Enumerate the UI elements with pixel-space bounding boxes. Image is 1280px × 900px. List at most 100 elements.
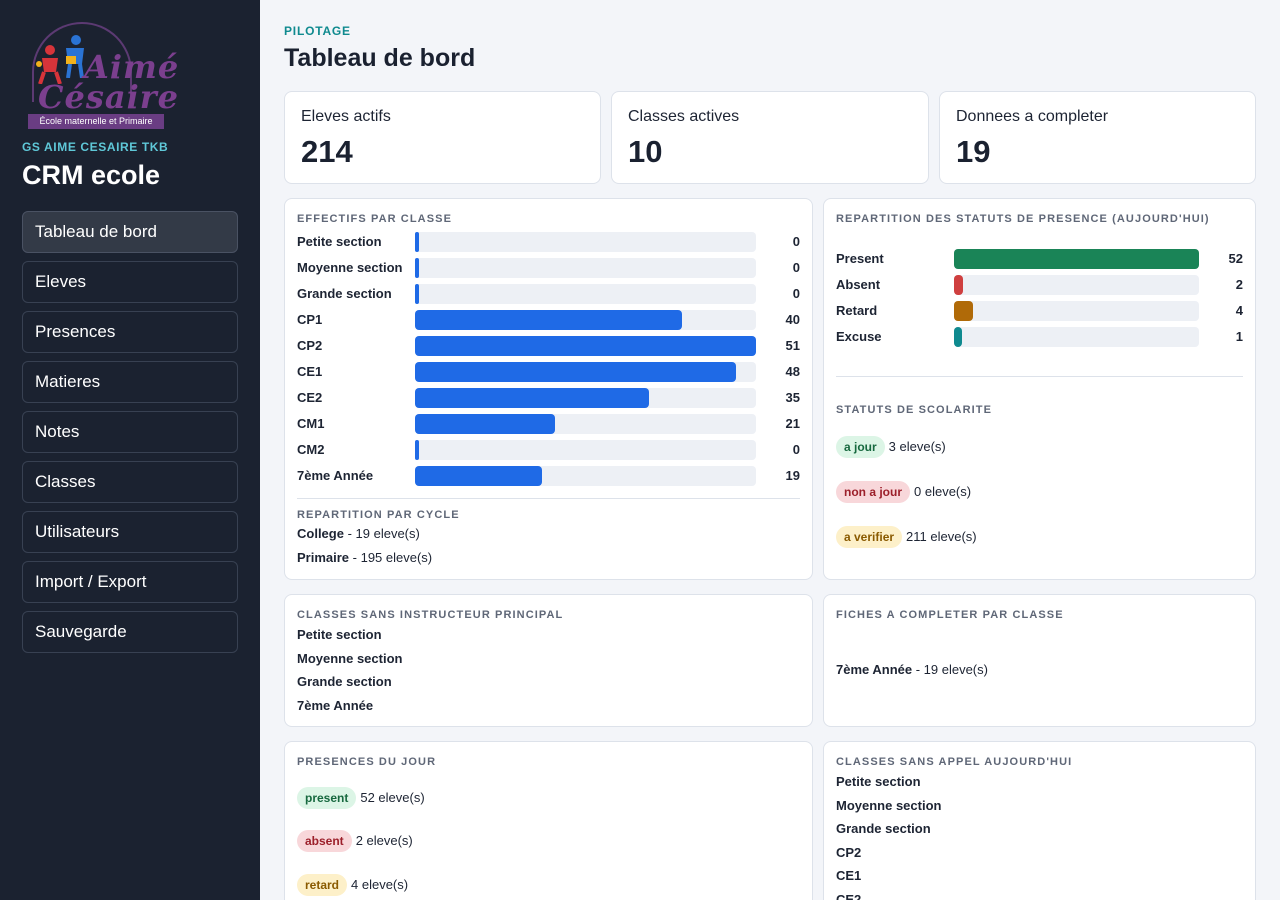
cycle-name: Primaire — [297, 550, 350, 565]
section-title: PRESENCES DU JOUR — [297, 756, 437, 768]
cycle-line: Primaire - 195 eleve(s) — [297, 550, 432, 565]
bar-row: CP1 40 — [297, 310, 800, 330]
bar-row: CP2 51 — [297, 336, 800, 356]
section-title: FICHES A COMPLETER PAR CLASSE — [836, 609, 1064, 621]
status-count: 0 eleve(s) — [914, 484, 972, 499]
status-count: 2 eleve(s) — [355, 833, 413, 848]
status-badge-present: present — [297, 787, 357, 809]
presence-status-row: Present 52 — [836, 249, 1243, 269]
bar-value: 0 — [792, 234, 800, 249]
nav-item-presences[interactable]: Presences — [22, 311, 238, 353]
sidebar-nav: Tableau de bord Eleves Presences Matiere… — [22, 211, 238, 653]
bar-value: 40 — [785, 312, 800, 327]
nav-item-sauvegarde[interactable]: Sauvegarde — [22, 611, 238, 653]
school-logo: Aimé Césaire École maternelle et Primair… — [22, 22, 178, 134]
status-badge-non-a-jour: non a jour — [836, 481, 910, 503]
list-item: Grande section — [297, 674, 392, 689]
bar-track — [954, 301, 1199, 321]
nav-item-tableau-de-bord[interactable]: Tableau de bord — [22, 211, 238, 253]
card-presences-du-jour: PRESENCES DU JOUR present 52 eleve(s) abs… — [284, 741, 813, 900]
bar-row: CE1 48 — [297, 362, 800, 382]
presence-status-row: Absent 2 — [836, 275, 1243, 295]
status-label: Present — [836, 251, 884, 266]
card-repartition-statuts-presence: REPARTITION DES STATUTS DE PRESENCE (AUJ… — [823, 198, 1256, 580]
card-classes-sans-appel: CLASSES SANS APPEL AUJOURD'HUI Petite se… — [823, 741, 1256, 900]
bar-value: 0 — [792, 442, 800, 457]
list-item: Petite section — [836, 774, 921, 789]
presence-line: absent 2 eleve(s) — [297, 830, 413, 852]
bar-row: Grande section 0 — [297, 284, 800, 304]
logo-child-red-icon — [36, 45, 62, 84]
status-badge-retard: retard — [297, 874, 348, 896]
bar-fill — [415, 310, 682, 330]
bar-label: CE2 — [297, 390, 323, 405]
bar-fill — [954, 249, 1199, 269]
status-count: 3 eleve(s) — [888, 439, 946, 454]
bar-value: 0 — [792, 260, 800, 275]
presence-line: present 52 eleve(s) — [297, 787, 425, 809]
bar-value: 51 — [785, 338, 800, 353]
section-title: CLASSES SANS INSTRUCTEUR PRINCIPAL — [297, 609, 564, 621]
logo-banner: École maternelle et Primaire — [28, 114, 164, 129]
status-badge-a-jour: a jour — [836, 436, 885, 458]
page-title: Tableau de bord — [284, 44, 476, 72]
list-item: CE1 — [836, 868, 862, 883]
bar-fill — [415, 232, 419, 252]
bar-value: 48 — [785, 364, 800, 379]
status-badge-absent: absent — [297, 830, 352, 852]
bar-value: 0 — [792, 286, 800, 301]
nav-item-eleves[interactable]: Eleves — [22, 261, 238, 303]
bar-track — [415, 362, 756, 382]
bar-label: Grande section — [297, 286, 392, 301]
nav-item-utilisateurs[interactable]: Utilisateurs — [22, 511, 238, 553]
bar-track — [415, 258, 756, 278]
bar-fill — [415, 258, 419, 278]
nav-item-matieres[interactable]: Matieres — [22, 361, 238, 403]
scolarite-line: a jour 3 eleve(s) — [836, 436, 946, 458]
divider — [836, 376, 1243, 377]
app-title: CRM ecole — [22, 160, 161, 190]
bar-fill — [415, 414, 555, 434]
status-label: Retard — [836, 303, 878, 318]
bar-label: Petite section — [297, 234, 382, 249]
logo-word-cesaire: Césaire — [38, 78, 179, 116]
bar-track — [415, 310, 756, 330]
bar-track — [415, 232, 756, 252]
bar-track — [415, 466, 756, 486]
presence-status-row: Retard 4 — [836, 301, 1243, 321]
logo-child-blue-icon — [66, 35, 84, 78]
kpi-card-classes-actives: Classes actives 10 — [611, 91, 929, 184]
bar-value: 19 — [785, 468, 800, 483]
kpi-label: Classes actives — [628, 108, 740, 125]
status-label: Excuse — [836, 329, 882, 344]
main-content: PILOTAGE Tableau de bord Eleves actifs 2… — [260, 0, 1280, 900]
bar-value: 35 — [785, 390, 800, 405]
list-item: Moyenne section — [836, 798, 942, 813]
bar-track — [954, 249, 1199, 269]
nav-item-classes[interactable]: Classes — [22, 461, 238, 503]
nav-item-import-export[interactable]: Import / Export — [22, 561, 238, 603]
cycle-line: College - 19 eleve(s) — [297, 526, 420, 541]
nav-item-notes[interactable]: Notes — [22, 411, 238, 453]
scolarite-line: non a jour 0 eleve(s) — [836, 481, 971, 503]
list-item: Grande section — [836, 821, 931, 836]
bar-label: 7ème Année — [297, 468, 374, 483]
bar-track — [954, 275, 1199, 295]
scolarite-line: a verifier 211 eleve(s) — [836, 526, 977, 548]
bar-fill — [415, 362, 736, 382]
kpi-label: Donnees a completer — [956, 108, 1109, 125]
bar-row: Petite section 0 — [297, 232, 800, 252]
bar-label: CM1 — [297, 416, 325, 431]
cycle-name: College — [297, 526, 344, 541]
cycle-count: - 19 eleve(s) — [343, 526, 420, 541]
bar-value: 21 — [785, 416, 800, 431]
section-title-scolarite: STATUTS DE SCOLARITE — [836, 404, 993, 416]
list-item: CE2 — [836, 892, 862, 900]
bar-fill — [415, 440, 419, 460]
section-title: REPARTITION DES STATUTS DE PRESENCE (AUJ… — [836, 213, 1210, 225]
bar-track — [415, 336, 756, 356]
kpi-value: 19 — [956, 134, 991, 169]
bar-fill — [415, 388, 649, 408]
card-fiches-a-completer: FICHES A COMPLETER PAR CLASSE 7ème Année… — [823, 594, 1256, 727]
presence-status-row: Excuse 1 — [836, 327, 1243, 347]
